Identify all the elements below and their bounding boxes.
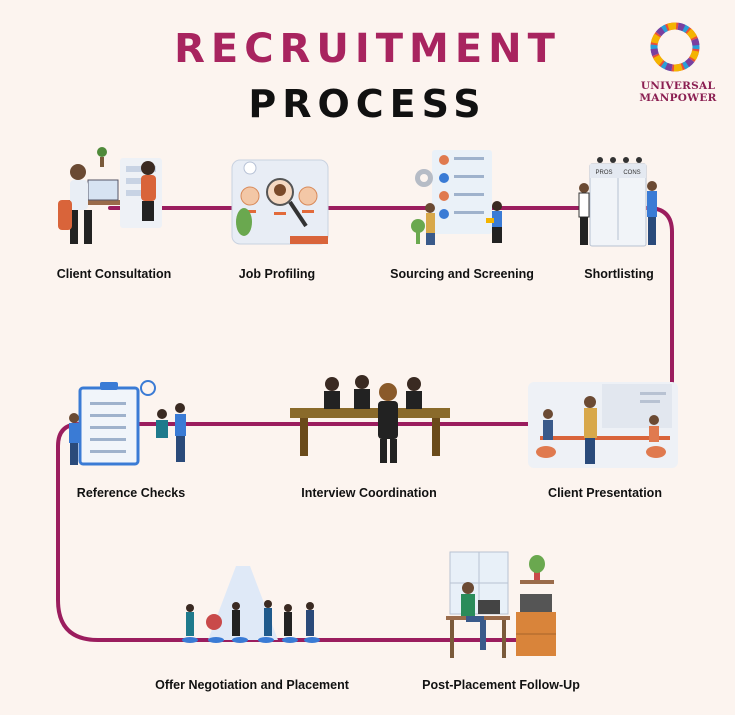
company-logo: UNIVERSAL MANPOWER bbox=[630, 80, 726, 104]
reference-checks-illustration bbox=[69, 380, 186, 466]
offer-negotiation-illustration bbox=[182, 566, 320, 643]
client-presentation-illustration bbox=[528, 382, 678, 468]
step-label-reference-checks: Reference Checks bbox=[76, 486, 186, 500]
step-label-job-profiling: Job Profiling bbox=[238, 267, 316, 281]
step-label-offer-negotiation: Offer Negotiation and Placement bbox=[155, 678, 349, 692]
client-consultation-illustration bbox=[58, 147, 162, 244]
job-profiling-illustration bbox=[231, 159, 329, 245]
svg-text:CONS: CONS bbox=[623, 170, 640, 176]
logo-ring-icon bbox=[650, 22, 700, 72]
sourcing-screening-illustration bbox=[411, 150, 502, 245]
step-label-post-placement: Post-Placement Follow-Up bbox=[422, 678, 580, 692]
title-line-2: PROCESS bbox=[248, 82, 487, 126]
logo-line-1: UNIVERSAL bbox=[640, 80, 716, 92]
step-label-client-presentation: Client Presentation bbox=[548, 486, 662, 500]
step-label-client-consultation: Client Consultation bbox=[56, 267, 172, 281]
step-label-interview-coordination: Interview Coordination bbox=[301, 486, 437, 500]
post-placement-illustration bbox=[446, 551, 556, 658]
logo-line-2: MANPOWER bbox=[639, 92, 717, 104]
step-label-sourcing-screening: Sourcing and Screening bbox=[390, 267, 534, 281]
interview-coordination-illustration bbox=[290, 375, 450, 463]
step-label-shortlisting: Shortlisting bbox=[584, 267, 654, 281]
title-line-1: RECRUITMENT bbox=[174, 26, 561, 72]
svg-text:PROS: PROS bbox=[595, 170, 612, 176]
shortlisting-illustration: PROS CONS bbox=[578, 157, 657, 247]
